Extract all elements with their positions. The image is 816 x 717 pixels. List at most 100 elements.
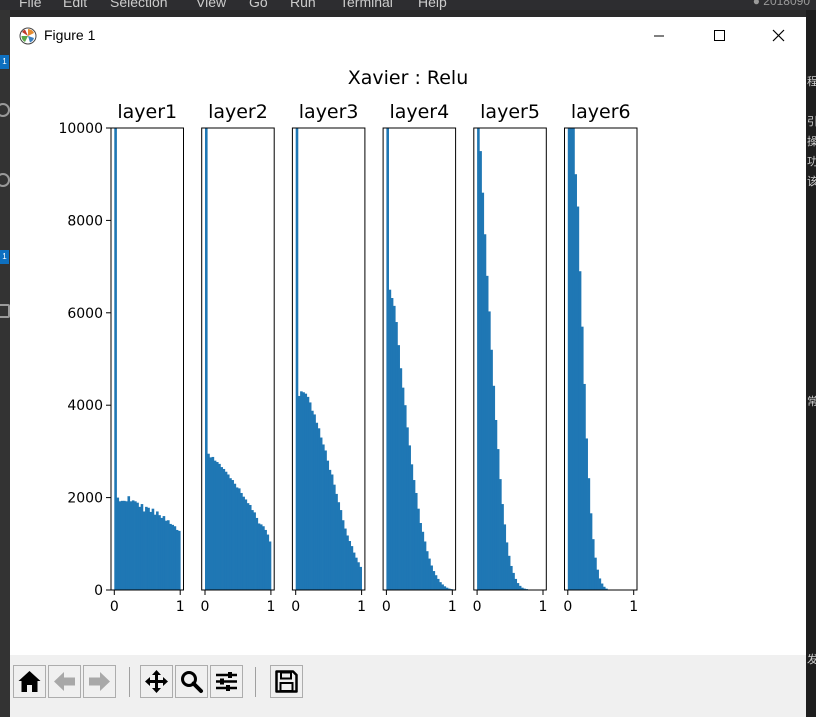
window-titlebar[interactable]: Figure 1 (10, 17, 806, 55)
navigation-toolbar (10, 655, 806, 717)
histogram-bar (397, 345, 400, 590)
extensions-icon[interactable] (0, 304, 10, 318)
histogram-bar (339, 510, 343, 590)
histogram-bar (233, 483, 237, 590)
histogram-bar (262, 526, 265, 590)
figure-canvas[interactable]: Xavier : Relu 0 2000 4000 6000 8000 10000 laye… (10, 55, 806, 655)
search-icon[interactable] (0, 103, 10, 117)
menu-go[interactable]: Go (249, 0, 268, 10)
histogram-bar (421, 531, 425, 590)
histogram-bar (445, 587, 449, 590)
menu-edit[interactable]: Edit (63, 0, 88, 10)
histogram-bar (160, 517, 164, 590)
histogram-bar (414, 492, 418, 590)
histogram-bar (229, 478, 232, 590)
pan-button[interactable] (140, 665, 173, 698)
zoom-button[interactable] (175, 665, 208, 698)
histogram-bar (401, 387, 405, 590)
close-button[interactable] (756, 17, 802, 55)
menu-view[interactable]: View (196, 0, 227, 10)
histogram-bar (439, 582, 442, 590)
magnifier-icon (181, 671, 203, 693)
source-control-icon[interactable] (0, 173, 10, 187)
y-tick-label: 8000 (67, 213, 103, 229)
histogram-bar (390, 298, 394, 590)
menu-terminal[interactable]: Terminal (340, 0, 393, 10)
histogram-bar (580, 326, 584, 590)
histogram-bar (253, 512, 256, 590)
histogram-bar (251, 510, 254, 590)
histogram-bar (218, 463, 221, 590)
histogram-bar (211, 456, 215, 590)
histogram-bar (317, 428, 321, 590)
histogram-bar (125, 501, 128, 590)
histogram-bar (514, 578, 518, 590)
histogram-bar (583, 383, 586, 590)
histogram-bar (173, 526, 177, 590)
editor-tab-title[interactable]: ● 2018090 (752, 0, 810, 8)
histogram-bar (326, 460, 330, 590)
histogram-bar (417, 508, 420, 590)
histogram-bar (488, 311, 491, 590)
histogram-bar (485, 275, 489, 590)
histogram-bar (348, 541, 352, 590)
histogram-bar (311, 410, 314, 590)
histogram-bar (297, 395, 301, 590)
histogram-bar (507, 555, 511, 590)
minimize-button[interactable] (636, 17, 682, 55)
histogram-bar (295, 128, 299, 590)
histogram-bar (430, 565, 433, 590)
menu-help[interactable]: Help (418, 0, 447, 10)
save-button[interactable] (270, 665, 303, 698)
y-tick-label: 2000 (67, 491, 103, 507)
histogram-bar (129, 501, 133, 590)
toolbar-separator (129, 667, 130, 697)
code-fragment: 引 (807, 115, 816, 128)
histogram-bar (324, 450, 327, 590)
arrow-left-icon (54, 672, 75, 691)
menu-run[interactable]: Run (290, 0, 316, 10)
histogram-bar (246, 503, 250, 590)
histogram-bar (138, 506, 142, 590)
forward-button[interactable] (83, 665, 116, 698)
x-tick-label: 1 (357, 599, 366, 615)
menu-selection[interactable]: Selection (110, 0, 168, 10)
histogram-bar (591, 539, 595, 590)
axes-frame (110, 127, 184, 591)
floppy-icon (275, 670, 298, 693)
window-title: Figure 1 (44, 27, 96, 43)
menu-file[interactable]: File (19, 0, 42, 10)
histogram-bar (268, 541, 272, 590)
histogram-bar (523, 588, 526, 590)
x-tick-label: 0 (291, 599, 300, 615)
back-button[interactable] (48, 665, 81, 698)
histogram-bar (410, 464, 414, 590)
histogram-bar (596, 569, 599, 590)
histogram-bar (142, 511, 146, 590)
subplot-title: layer4 (389, 101, 449, 123)
subplot-title: layer6 (571, 101, 631, 123)
configure-subplots-button[interactable] (210, 665, 243, 698)
histogram-bar (147, 507, 150, 590)
maximize-button[interactable] (696, 17, 742, 55)
x-tick-label: 1 (629, 599, 638, 615)
histogram-bar (116, 497, 120, 590)
code-fragment: 程 (807, 75, 816, 88)
home-button[interactable] (13, 665, 46, 698)
histogram-bar (589, 513, 593, 590)
x-tick-label: 0 (473, 599, 482, 615)
histogram-bar (499, 479, 502, 590)
histogram-bar (518, 585, 522, 590)
histogram-bar (479, 151, 482, 590)
histogram-bar (315, 422, 319, 590)
histogram-bar (259, 524, 263, 590)
histogram-bar (244, 499, 248, 590)
histogram-bar (572, 128, 575, 590)
histogram-bar (598, 578, 602, 590)
histogram-bar (481, 192, 485, 590)
y-tick-label: 4000 (67, 398, 103, 414)
histogram-bar (352, 552, 356, 590)
x-tick-label: 1 (176, 599, 185, 615)
axes-frame (201, 127, 275, 591)
histogram-bar (131, 500, 135, 590)
